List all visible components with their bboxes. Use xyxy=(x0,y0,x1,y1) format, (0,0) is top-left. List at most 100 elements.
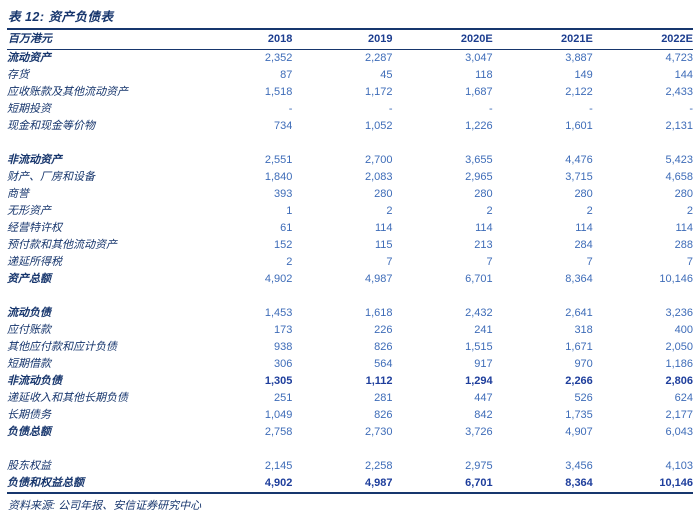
cell-value: - xyxy=(589,103,593,115)
row-label: 负债和权益总额 xyxy=(7,477,84,489)
cell-value: 1,052 xyxy=(364,120,393,132)
cell-value: 826 xyxy=(374,341,393,353)
row-label: 长期债务 xyxy=(7,409,51,421)
table-row: 递延所得税 2 7 7 7 7 xyxy=(7,254,693,271)
cell-value: 2 xyxy=(586,205,593,217)
spacer-row xyxy=(7,288,693,305)
cell-value: 2,050 xyxy=(665,341,693,353)
table-header-row: 百万港元 2018 2019 2020E 2021E 2022E xyxy=(7,30,693,50)
cell-value: 2 xyxy=(686,205,693,217)
row-label: 其他应付款和应计负债 xyxy=(7,341,117,353)
cell-value: 564 xyxy=(374,358,393,370)
cell-value: 4,902 xyxy=(264,477,293,489)
cell-value: 3,456 xyxy=(565,460,593,472)
row-label: 股东权益 xyxy=(7,460,51,472)
cell-value: 8,364 xyxy=(565,273,593,285)
cell-value: 2,730 xyxy=(364,426,393,438)
table-row: 预付款和其他流动资产 152 115 213 284 288 xyxy=(7,237,693,254)
table-row: 流动负债 1,453 1,618 2,432 2,641 3,236 xyxy=(7,305,693,322)
cell-value: 280 xyxy=(374,188,393,200)
table-row: 无形资产 1 2 2 2 2 xyxy=(7,203,693,220)
row-label: 负债总额 xyxy=(7,426,51,438)
cell-value: 6,701 xyxy=(465,477,493,489)
cell-value: 280 xyxy=(674,188,693,200)
cell-value: 526 xyxy=(574,392,593,404)
cell-value: 1,515 xyxy=(465,341,493,353)
spacer-row xyxy=(7,135,693,152)
cell-value: 1,186 xyxy=(665,358,693,370)
cell-value: 4,987 xyxy=(364,273,393,285)
table-row: 经营特许权 61 114 114 114 114 xyxy=(7,220,693,237)
cell-value: 87 xyxy=(280,69,293,81)
cell-value: 288 xyxy=(674,239,693,251)
cell-value: 1,305 xyxy=(264,375,293,387)
cell-value: 2 xyxy=(386,205,393,217)
cell-value: 2,432 xyxy=(465,307,493,319)
column-header-unit: 百万港元 xyxy=(7,30,193,50)
cell-value: 8,364 xyxy=(565,477,593,489)
cell-value: 280 xyxy=(474,188,493,200)
cell-value: 318 xyxy=(574,324,593,336)
row-label: 经营特许权 xyxy=(7,222,62,234)
cell-value: 284 xyxy=(574,239,593,251)
title-rule xyxy=(7,28,693,30)
cell-value: 4,658 xyxy=(665,171,693,183)
cell-value: 3,236 xyxy=(665,307,693,319)
cell-value: 2,758 xyxy=(264,426,293,438)
cell-value: 826 xyxy=(374,409,393,421)
table-row: 股东权益 2,145 2,258 2,975 3,456 4,103 xyxy=(7,458,693,475)
table-title: 表 12: 资产负债表 xyxy=(8,10,114,24)
cell-value: 2,287 xyxy=(364,52,393,64)
cell-value: 3,715 xyxy=(565,171,593,183)
row-label: 非流动负债 xyxy=(7,375,62,387)
cell-value: 4,103 xyxy=(665,460,693,472)
cell-value: 2,551 xyxy=(264,154,293,166)
row-label: 商誉 xyxy=(7,188,29,200)
table-row: 流动资产 2,352 2,287 3,047 3,887 4,723 xyxy=(7,50,693,68)
table-row: 递延收入和其他长期负债 251 281 447 526 624 xyxy=(7,390,693,407)
cell-value: 7 xyxy=(586,256,593,268)
cell-value: 1,518 xyxy=(264,86,293,98)
cell-value: 2,806 xyxy=(665,375,693,387)
cell-value: 241 xyxy=(474,324,493,336)
cell-value: 114 xyxy=(475,222,493,234)
cell-value: 3,047 xyxy=(465,52,493,64)
cell-value: 4,902 xyxy=(264,273,293,285)
table-row: 非流动负债 1,305 1,112 1,294 2,266 2,806 xyxy=(7,373,693,390)
cell-value: 2,641 xyxy=(565,307,593,319)
cell-value: 970 xyxy=(574,358,593,370)
cell-value: 251 xyxy=(274,392,293,404)
cell-value: 114 xyxy=(374,222,393,234)
table-row: 现金和现金等价物 734 1,052 1,226 1,601 2,131 xyxy=(7,118,693,135)
table-row: 其他应付款和应计负债 938 826 1,515 1,671 2,050 xyxy=(7,339,693,356)
spacer-cell xyxy=(7,135,693,152)
cell-value: 4,723 xyxy=(665,52,693,64)
row-label: 应付账款 xyxy=(7,324,51,336)
cell-value: 7 xyxy=(486,256,493,268)
cell-value: - xyxy=(288,103,293,115)
cell-value: 2,352 xyxy=(264,52,293,64)
cell-value: 1,618 xyxy=(364,307,393,319)
cell-value: 2,177 xyxy=(665,409,693,421)
cell-value: - xyxy=(689,103,693,115)
cell-value: 1,226 xyxy=(465,120,493,132)
table-row: 负债总额 2,758 2,730 3,726 4,907 6,043 xyxy=(7,424,693,441)
table-row: 存货 87 45 118 149 144 xyxy=(7,67,693,84)
spacer-cell xyxy=(7,288,693,305)
table-row: 非流动资产 2,551 2,700 3,655 4,476 5,423 xyxy=(7,152,693,169)
table-row: 短期借款 306 564 917 970 1,186 xyxy=(7,356,693,373)
column-header-year: 2018 xyxy=(192,30,293,50)
cell-value: 917 xyxy=(474,358,493,370)
cell-value: 114 xyxy=(675,222,693,234)
cell-value: 734 xyxy=(274,120,293,132)
table-row: 应付账款 173 226 241 318 400 xyxy=(7,322,693,339)
cell-value: 2,083 xyxy=(364,171,393,183)
table-row: 短期投资 - - - - - xyxy=(7,101,693,118)
row-label: 非流动资产 xyxy=(7,154,62,166)
cell-value: 624 xyxy=(674,392,693,404)
table-row: 财产、厂房和设备 1,840 2,083 2,965 3,715 4,658 xyxy=(7,169,693,186)
cell-value: - xyxy=(488,103,493,115)
cell-value: 45 xyxy=(380,69,393,81)
cell-value: 2,258 xyxy=(364,460,393,472)
